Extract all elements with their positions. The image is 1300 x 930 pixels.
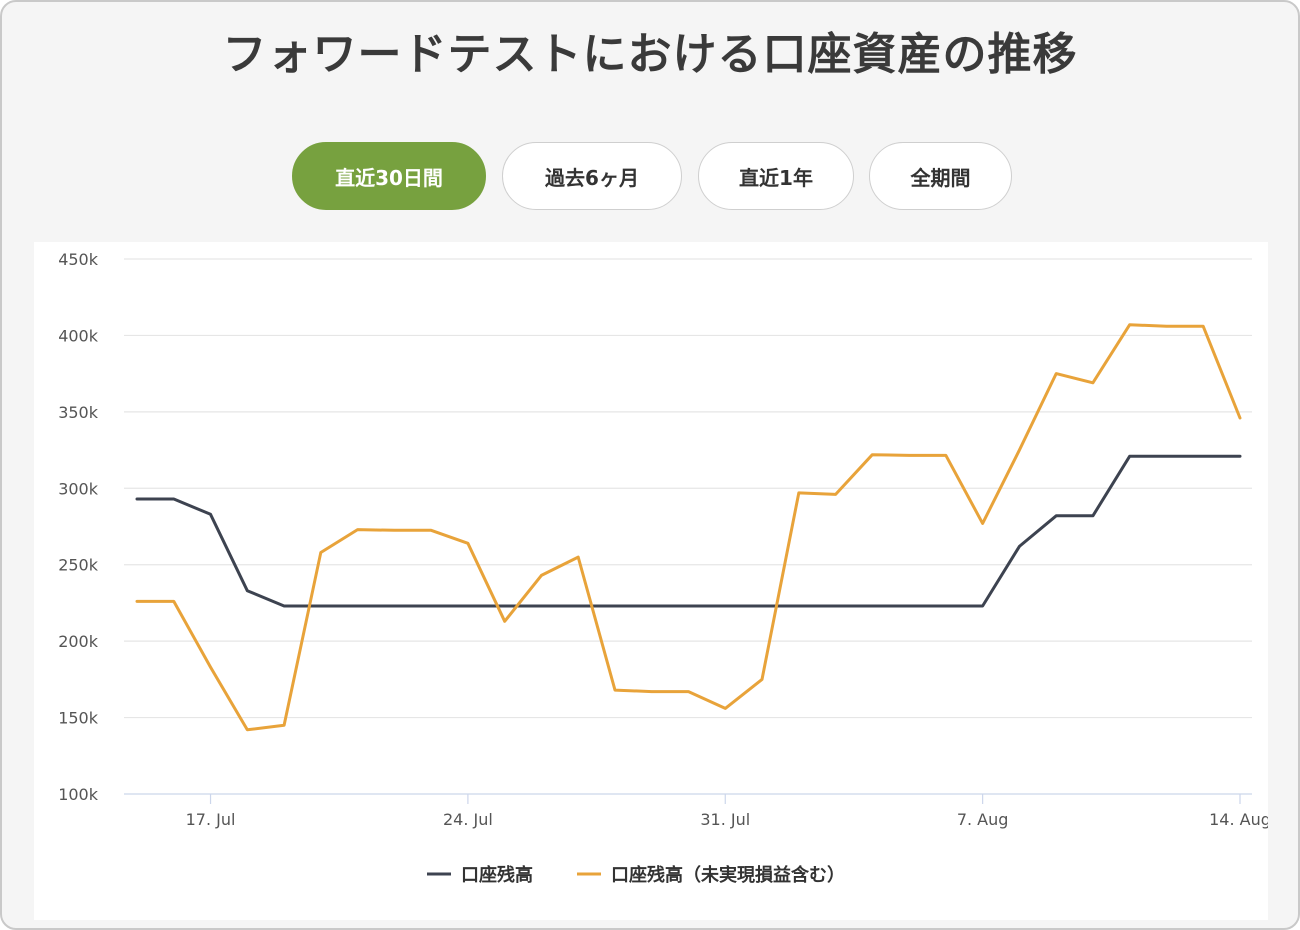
y-tick-label: 400k (58, 326, 99, 345)
y-tick-label: 250k (58, 556, 99, 575)
x-tick-label: 17. Jul (186, 810, 236, 829)
tab-last-30-days[interactable]: 直近30日間 (292, 142, 486, 210)
x-tick-label: 14. Aug (1209, 810, 1268, 829)
legend-label: 口座残高 (461, 864, 533, 886)
series-line-balance (135, 454, 1242, 608)
period-tabs: 直近30日間 過去6ヶ月 直近1年 全期間 (2, 142, 1298, 210)
page-title: フォワードテストにおける口座資産の推移 (222, 29, 1078, 80)
y-tick-label: 350k (58, 403, 99, 422)
y-tick-label: 300k (58, 479, 99, 498)
x-tick-label: 31. Jul (700, 810, 750, 829)
chart-area: 100k 150k 200k 250k 300k 350k 400k 450k 17. Jul… (34, 242, 1271, 920)
y-tick-label: 200k (58, 632, 99, 651)
grid-lines (124, 258, 1252, 795)
series-lines (135, 323, 1242, 732)
x-tick-label: 7. Aug (957, 810, 1009, 829)
legend-label: 口座残高（未実現損益含む） (611, 864, 845, 886)
legend: 口座残高 口座残高（未実現損益含む） (427, 864, 845, 886)
series-line-equity (135, 323, 1242, 732)
y-tick-label: 100k (58, 785, 99, 804)
tab-last-1-year[interactable]: 直近1年 (698, 142, 854, 210)
x-tick-label: 24. Jul (443, 810, 493, 829)
tab-past-6-months[interactable]: 過去6ヶ月 (502, 142, 682, 210)
tab-all-period[interactable]: 全期間 (869, 142, 1012, 210)
y-axis: 100k 150k 200k 250k 300k 350k 400k 450k (58, 250, 99, 804)
line-chart: 100k 150k 200k 250k 300k 350k 400k 450k 17. Jul… (58, 250, 1271, 886)
x-axis: 17. Jul 24. Jul 31. Jul 7. Aug 14. Aug (186, 794, 1271, 829)
y-tick-label: 450k (58, 250, 99, 269)
y-tick-label: 150k (58, 709, 99, 728)
